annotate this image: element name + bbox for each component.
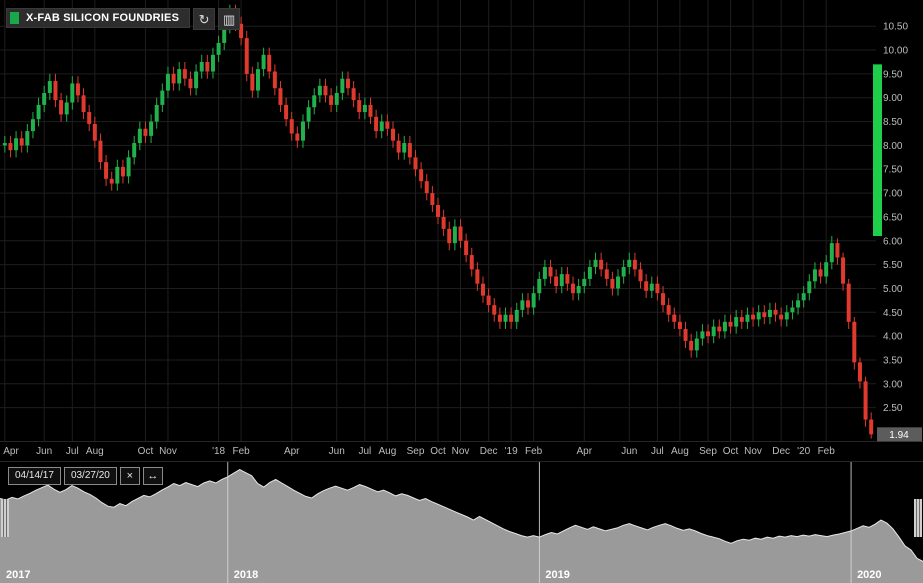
svg-text:Sep: Sep <box>407 446 425 457</box>
svg-text:Aug: Aug <box>671 446 689 457</box>
y-axis-labels: 10.50 10.00 9.50 9.00 8.50 8.00 7.50 7.00 6.50 6.… <box>883 22 908 414</box>
svg-text:8.00: 8.00 <box>883 141 903 152</box>
range-end-input[interactable]: 03/27/20 <box>63 467 117 485</box>
svg-text:'20: '20 <box>797 446 810 457</box>
svg-text:Dec: Dec <box>480 446 498 457</box>
svg-text:8.50: 8.50 <box>883 117 903 128</box>
svg-text:Jul: Jul <box>651 446 664 457</box>
svg-text:'19: '19 <box>505 446 518 457</box>
svg-text:Apr: Apr <box>3 446 19 457</box>
symbol-accent <box>10 12 19 24</box>
svg-text:3.50: 3.50 <box>883 355 903 366</box>
svg-text:Sep: Sep <box>699 446 717 457</box>
svg-text:Apr: Apr <box>576 446 592 457</box>
svg-text:5.50: 5.50 <box>883 260 903 271</box>
svg-text:10.50: 10.50 <box>883 22 908 33</box>
svg-text:7.00: 7.00 <box>883 189 903 200</box>
refresh-icon: ↻ <box>198 11 210 27</box>
grid-lines <box>0 0 876 441</box>
nav-year-label: 2019 <box>545 569 569 581</box>
svg-text:Oct: Oct <box>723 446 739 457</box>
svg-text:Oct: Oct <box>138 446 154 457</box>
symbol-header: X-FAB SILICON FOUNDRIES <box>6 8 191 28</box>
nav-area[interactable] <box>0 469 923 583</box>
nav-handle-left[interactable] <box>1 499 9 537</box>
nav-handle-right[interactable] <box>914 499 922 537</box>
svg-text:Dec: Dec <box>772 446 790 457</box>
svg-text:Feb: Feb <box>232 446 250 457</box>
x-axis-labels: Apr Jun Jul Aug Oct Nov '18 Feb Apr Jun Jul Aug Sep O… <box>3 446 835 457</box>
svg-text:Oct: Oct <box>430 446 446 457</box>
svg-text:5.00: 5.00 <box>883 284 903 295</box>
svg-text:Apr: Apr <box>284 446 300 457</box>
interval-button[interactable]: ▥ <box>218 8 241 30</box>
svg-text:Nov: Nov <box>452 446 470 457</box>
svg-text:7.50: 7.50 <box>883 165 903 176</box>
svg-text:6.00: 6.00 <box>883 236 903 247</box>
range-controls: 04/14/17 03/27/20 × ↔ <box>8 467 163 485</box>
svg-text:Feb: Feb <box>525 446 543 457</box>
fit-range-icon: ↔ <box>147 470 159 482</box>
svg-text:6.50: 6.50 <box>883 212 903 223</box>
calendar-icon: ▥ <box>222 11 236 27</box>
svg-text:'18: '18 <box>212 446 225 457</box>
navigator-chart[interactable]: 2017 2018 2019 2020 <box>0 462 923 583</box>
svg-text:Jul: Jul <box>66 446 79 457</box>
symbol-label: X-FAB SILICON FOUNDRIES <box>26 12 180 24</box>
range-close-button[interactable]: × <box>119 467 140 485</box>
svg-text:2.50: 2.50 <box>883 403 903 414</box>
range-start-input[interactable]: 04/14/17 <box>8 467 61 485</box>
close-icon: × <box>126 470 134 482</box>
svg-text:Jun: Jun <box>36 446 52 457</box>
svg-text:Jul: Jul <box>358 446 371 457</box>
candlestick-chart[interactable]: 10.50 10.00 9.50 9.00 8.50 8.00 7.50 7.00 6.50 6.… <box>0 0 923 461</box>
nav-year-label: 2018 <box>234 569 258 581</box>
svg-text:Feb: Feb <box>818 446 836 457</box>
last-price-label: 1.94 <box>889 430 909 441</box>
svg-text:Nov: Nov <box>159 446 177 457</box>
svg-text:9.50: 9.50 <box>883 69 903 80</box>
svg-text:Aug: Aug <box>378 446 396 457</box>
edge-highlight-bar <box>873 64 882 236</box>
svg-text:Jun: Jun <box>621 446 637 457</box>
svg-text:Nov: Nov <box>744 446 762 457</box>
svg-text:4.00: 4.00 <box>883 332 903 343</box>
svg-text:10.00: 10.00 <box>883 46 908 57</box>
nav-year-label: 2017 <box>6 569 30 581</box>
svg-text:9.00: 9.00 <box>883 93 903 104</box>
range-fit-button[interactable]: ↔ <box>142 467 163 485</box>
chart-header: X-FAB SILICON FOUNDRIES ↻ ▥ <box>6 8 241 30</box>
svg-text:4.50: 4.50 <box>883 308 903 319</box>
refresh-button[interactable]: ↻ <box>193 8 216 30</box>
svg-text:Jun: Jun <box>329 446 345 457</box>
last-price-box <box>877 427 922 442</box>
nav-year-label: 2020 <box>857 569 881 581</box>
candles-layer[interactable] <box>2 4 874 439</box>
nav-line <box>0 469 923 562</box>
svg-text:Aug: Aug <box>86 446 104 457</box>
svg-text:3.00: 3.00 <box>883 379 903 390</box>
range-navigator[interactable]: 2017 2018 2019 2020 04/14/17 03/27/20 × ↔ <box>0 461 923 583</box>
